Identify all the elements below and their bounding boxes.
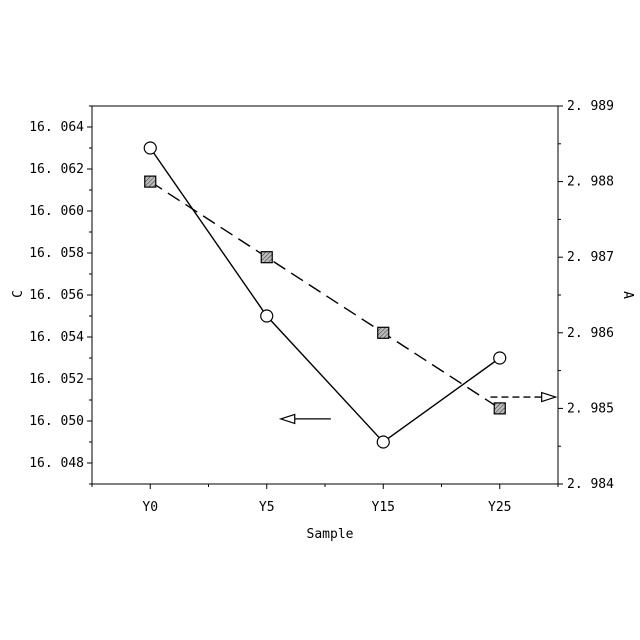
- right-y-axis-title: A: [620, 291, 635, 299]
- plot-area: [92, 106, 558, 484]
- x-tick-label: Y5: [259, 500, 275, 515]
- left-tick-label: 16. 058: [29, 246, 84, 261]
- series-2-point: [261, 252, 272, 263]
- right-tick-label: 2. 987: [567, 250, 614, 265]
- right-tick-label: 2. 989: [567, 99, 614, 114]
- right-tick-label: 2. 988: [567, 175, 614, 190]
- right-tick-label: 2. 986: [567, 326, 614, 341]
- series-1-point: [494, 352, 506, 364]
- series-1-point: [377, 436, 389, 448]
- right-tick-label: 2. 984: [567, 477, 614, 492]
- series-1-line: [150, 148, 500, 442]
- series-2-line: [150, 182, 500, 409]
- series-2-point: [145, 176, 156, 187]
- left-tick-label: 16. 052: [29, 372, 84, 387]
- left-tick-label: 16. 064: [29, 120, 84, 135]
- x-tick-label: Y0: [142, 500, 158, 515]
- annotation-arrow-2-head: [542, 393, 556, 402]
- right-tick-label: 2. 985: [567, 401, 614, 416]
- series-1-point: [144, 142, 156, 154]
- left-tick-label: 16. 056: [29, 288, 84, 303]
- left-y-axis-title: C: [11, 290, 26, 298]
- left-tick-label: 16. 054: [29, 330, 84, 345]
- series-2-point: [494, 403, 505, 414]
- series-2-point: [378, 327, 389, 338]
- left-tick-label: 16. 050: [29, 414, 84, 429]
- x-tick-label: Y25: [488, 500, 511, 515]
- x-axis-title: Sample: [307, 527, 354, 542]
- left-tick-label: 16. 048: [29, 456, 84, 471]
- series-1-point: [261, 310, 273, 322]
- annotation-arrow-1-head: [281, 414, 295, 423]
- left-tick-label: 16. 062: [29, 162, 84, 177]
- left-tick-label: 16. 060: [29, 204, 84, 219]
- x-tick-label: Y15: [372, 500, 395, 515]
